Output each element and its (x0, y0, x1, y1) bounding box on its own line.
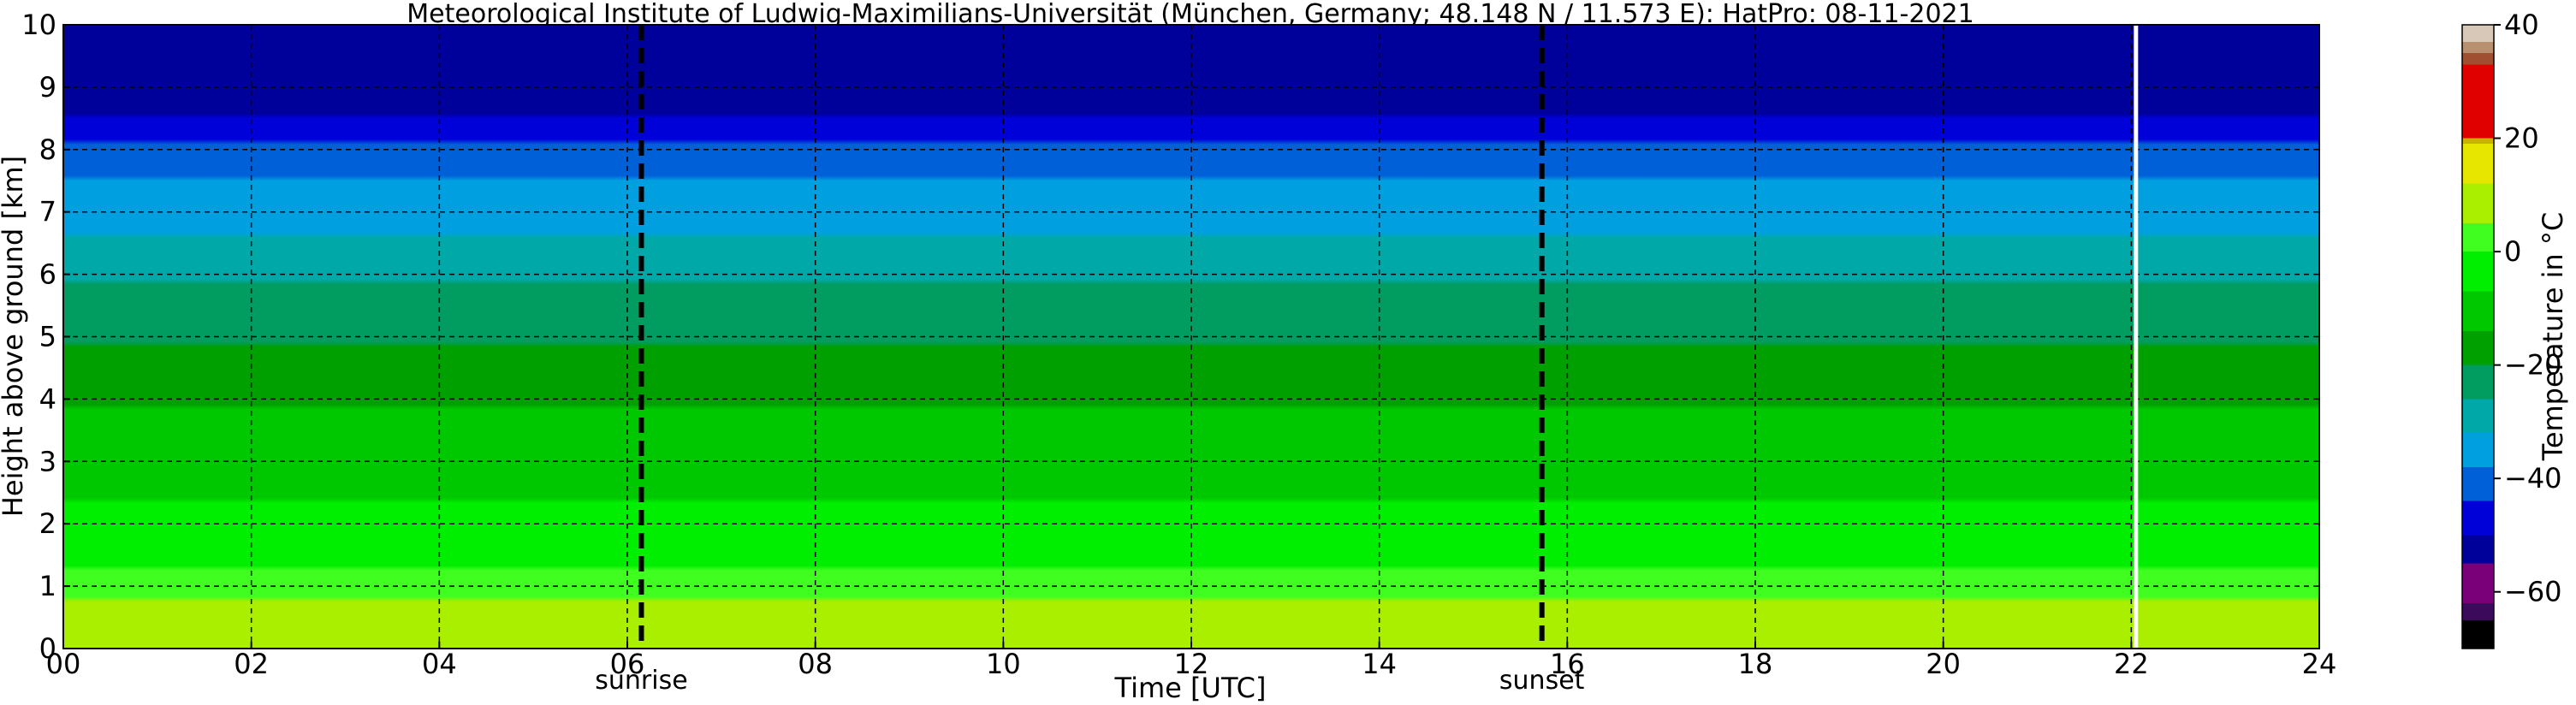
colorbar-tick-label: −40 (2504, 462, 2562, 495)
sun-marker-lines (638, 25, 1545, 649)
x-tick-label: 02 (234, 648, 269, 680)
x-axis-label: Time [UTC] (1114, 672, 1267, 704)
colorbar-tick-label: −60 (2504, 576, 2562, 608)
x-tick-label: 14 (1362, 648, 1397, 680)
colorbar-tick-label: 40 (2504, 9, 2539, 41)
x-tick-label: 16 (1550, 648, 1585, 680)
colorbar-tick-label: 0 (2504, 235, 2521, 268)
y-axis-label: Height above ground [km] (0, 156, 29, 517)
x-tick-label: 10 (986, 648, 1021, 680)
y-tick-label: 7 (39, 196, 56, 228)
y-tick-label: 8 (39, 133, 56, 166)
colorbar-label: Temperature in °C (2537, 212, 2569, 462)
y-tick-label: 10 (21, 9, 56, 41)
sun-marker-label: sunset (1499, 666, 1585, 696)
y-tick-label: 4 (39, 382, 56, 415)
colorbar: 40 20 0 −20 −40 −60 Temperature in °C (2461, 9, 2569, 649)
colorbar-ticks: 40 20 0 −20 −40 −60 (2494, 9, 2562, 608)
gridlines (63, 25, 2319, 649)
colorbar-tick-label: 20 (2504, 122, 2539, 155)
x-tick-label: 04 (422, 648, 457, 680)
x-tick-label: 00 (46, 648, 81, 680)
x-tick-label: 22 (2114, 648, 2149, 680)
y-tick-label: 2 (39, 507, 56, 540)
y-tick-label: 5 (39, 321, 56, 353)
x-tick-label: 08 (798, 648, 833, 680)
plot-area (62, 24, 2320, 649)
y-tick-label: 0 (39, 632, 56, 665)
x-tick-label: 20 (1926, 648, 1961, 680)
y-tick-label: 3 (39, 445, 56, 477)
x-tick-label: 18 (1738, 648, 1773, 680)
y-tick-label: 1 (39, 570, 56, 602)
colorbar-scale (2461, 24, 2495, 649)
y-tick-label: 6 (39, 258, 56, 291)
x-tick-label: 24 (2302, 648, 2337, 680)
colorbar-tick-label: −20 (2504, 349, 2562, 382)
sun-marker-label: sunrise (595, 666, 687, 696)
x-tick-label: 06 (610, 648, 645, 680)
x-tick-label: 12 (1174, 648, 1209, 680)
y-axis-ticks: 0 1 2 3 4 5 6 7 8 9 10 (21, 9, 70, 665)
x-axis-ticks: 00 02 04 06 08 10 12 14 16 18 20 22 24 (46, 642, 2337, 680)
sun-marker-labels: sunrise sunset (595, 666, 1584, 696)
y-tick-label: 9 (39, 71, 56, 104)
